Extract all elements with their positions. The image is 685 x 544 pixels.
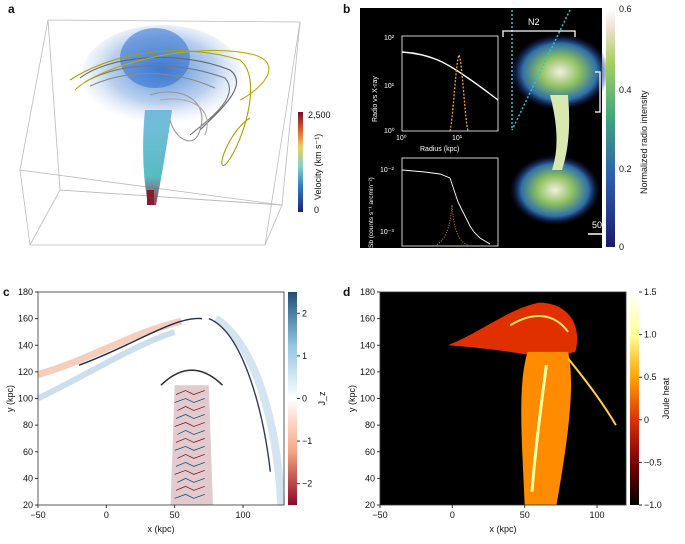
y-tick-label-6: 140 <box>360 340 375 350</box>
y-tick-label-5: 120 <box>360 367 375 377</box>
inset-bottom-xtick-1: 1 <box>452 249 456 256</box>
radio-lobe-top <box>510 34 610 110</box>
panel-a-figure: 2,500 0 Velocity (km s⁻¹) <box>19 19 331 246</box>
field-lines <box>69 49 270 166</box>
y-tick-label-4: 100 <box>360 394 375 404</box>
inset-bottom-ytick-1: 10⁻² <box>380 167 394 174</box>
y-axis-label: y (kpc) <box>347 385 357 412</box>
y-tick-label-1: 40 <box>365 473 375 483</box>
jet-base <box>147 190 154 205</box>
sb-model-dotted <box>434 204 471 247</box>
panel-d-chart: −50 0 50 100 20 40 60 80 100 120 140 160 180 x (kpc) y… <box>347 287 671 534</box>
colorbar-label: J_z <box>317 391 327 406</box>
radio-intensity-colorbar <box>606 9 615 247</box>
inset-bottom-ylabel: Sb (counts s⁻¹ arcmin⁻²) <box>368 177 375 248</box>
panel-c-letter: c <box>3 285 10 299</box>
radio-tick-1: 0.6 <box>619 4 632 14</box>
n1-bracket <box>595 71 601 113</box>
radio-xray-curve <box>401 51 499 101</box>
radio-tick-4: 0 <box>619 242 624 252</box>
inset-surface-brightness: 10⁻² 10⁻³ 1 Sb (counts s⁻¹ arcmin⁻²) <box>368 157 499 256</box>
x-tick-label-1: 0 <box>450 510 455 520</box>
y-tick-label-1: 40 <box>23 473 33 483</box>
velocity-colorbar <box>298 112 303 212</box>
inset-bottom-ytick-2: 10⁻³ <box>380 229 394 236</box>
x-tick-label-2: 50 <box>520 510 530 520</box>
y-tick-label-0: 20 <box>23 500 33 510</box>
inset-top-ylabel: Radio vs X-ray <box>372 76 379 122</box>
current-structures <box>36 315 286 506</box>
y-tick-label-3: 80 <box>23 420 33 430</box>
colorbar-tick-label-5: −1.0 <box>644 500 662 510</box>
radio-tick-3: 0.2 <box>619 164 632 174</box>
joule-heat-structures <box>448 302 617 505</box>
y-tick-label-2: 60 <box>365 447 375 457</box>
inset-top-xlabel: Radius (kpc) <box>420 146 459 153</box>
y-tick-label-8: 180 <box>360 287 375 297</box>
panel-d-letter: d <box>343 285 351 299</box>
x-tick-label-3: 100 <box>235 510 250 520</box>
colorbar <box>630 292 639 505</box>
y-tick-label-3: 80 <box>365 420 375 430</box>
colorbar-tick-label-1: 1.0 <box>644 330 657 340</box>
x-tick-label-0: −50 <box>30 510 45 520</box>
inset-top-xtick-1: 10⁰ <box>396 134 407 142</box>
radio-tick-2: 0.4 <box>619 85 632 95</box>
y-tick-label-4: 100 <box>18 394 33 404</box>
scale-bar-label: 50 kpc <box>592 220 619 230</box>
y-tick-label-7: 160 <box>18 314 33 324</box>
colorbar-tick-label-0: 2 <box>302 308 307 318</box>
x-tick-label-0: −50 <box>372 510 387 520</box>
inset-top-ytick-3: 10⁰ <box>384 127 395 135</box>
y-tick-label-2: 60 <box>23 447 33 457</box>
colorbar-tick-label-4: −2 <box>302 479 312 489</box>
inset-top-xtick-2: 10¹ <box>452 135 463 142</box>
jet-column <box>143 110 172 205</box>
radio-lobe-bottom <box>510 155 600 225</box>
colorbar-label: Joule heat <box>661 377 671 419</box>
colorbar-tick-label-0: 1.5 <box>644 287 657 297</box>
y-tick-label-7: 160 <box>360 314 375 324</box>
radio-jet <box>550 95 570 170</box>
colorbar <box>288 292 297 505</box>
colorbar-tick-label-3: 0 <box>644 415 649 425</box>
panel-b-figure: N2 N1 50 kpc 10² 10¹ 10⁰ 10⁰ 10¹ Radius … <box>360 4 649 256</box>
panel-b-letter: b <box>343 2 351 16</box>
x-tick-label-2: 50 <box>170 510 180 520</box>
wireframe-box <box>19 19 301 246</box>
x-tick-label-1: 0 <box>104 510 109 520</box>
inset-radio-xray: 10² 10¹ 10⁰ 10⁰ 10¹ Radius (kpc) Radio v… <box>372 35 499 153</box>
colorbar-tick-label-2: 0.5 <box>644 372 657 382</box>
sb-data-trace <box>401 169 491 245</box>
x-tick-label-3: 100 <box>590 510 605 520</box>
n2-bracket <box>502 30 576 37</box>
y-tick-label-8: 180 <box>18 287 33 297</box>
x-axis-label: x (kpc) <box>490 524 517 534</box>
velocity-max-label: 2,500 <box>308 110 331 120</box>
y-tick-label-6: 140 <box>18 340 33 350</box>
inset-top-ytick-2: 10¹ <box>384 83 395 90</box>
velocity-min-label: 0 <box>314 205 319 215</box>
panel-a-letter: a <box>8 2 15 16</box>
y-tick-label-5: 120 <box>18 367 33 377</box>
n2-label: N2 <box>528 17 540 27</box>
y-tick-label-0: 20 <box>365 500 375 510</box>
colorbar-tick-label-1: 1 <box>302 351 307 361</box>
x-axis-label: x (kpc) <box>148 524 175 534</box>
colorbar-tick-label-3: −1 <box>302 436 312 446</box>
colorbar-tick-label-4: −0.5 <box>644 457 662 467</box>
inset-top-ytick-1: 10² <box>384 35 395 42</box>
radio-colorbar-label: Normalized radio intensity <box>639 90 649 194</box>
velocity-axis-label: Velocity (km s⁻¹) <box>313 134 323 200</box>
y-axis-label: y (kpc) <box>5 385 15 412</box>
colorbar-tick-label-2: 0 <box>302 394 307 404</box>
